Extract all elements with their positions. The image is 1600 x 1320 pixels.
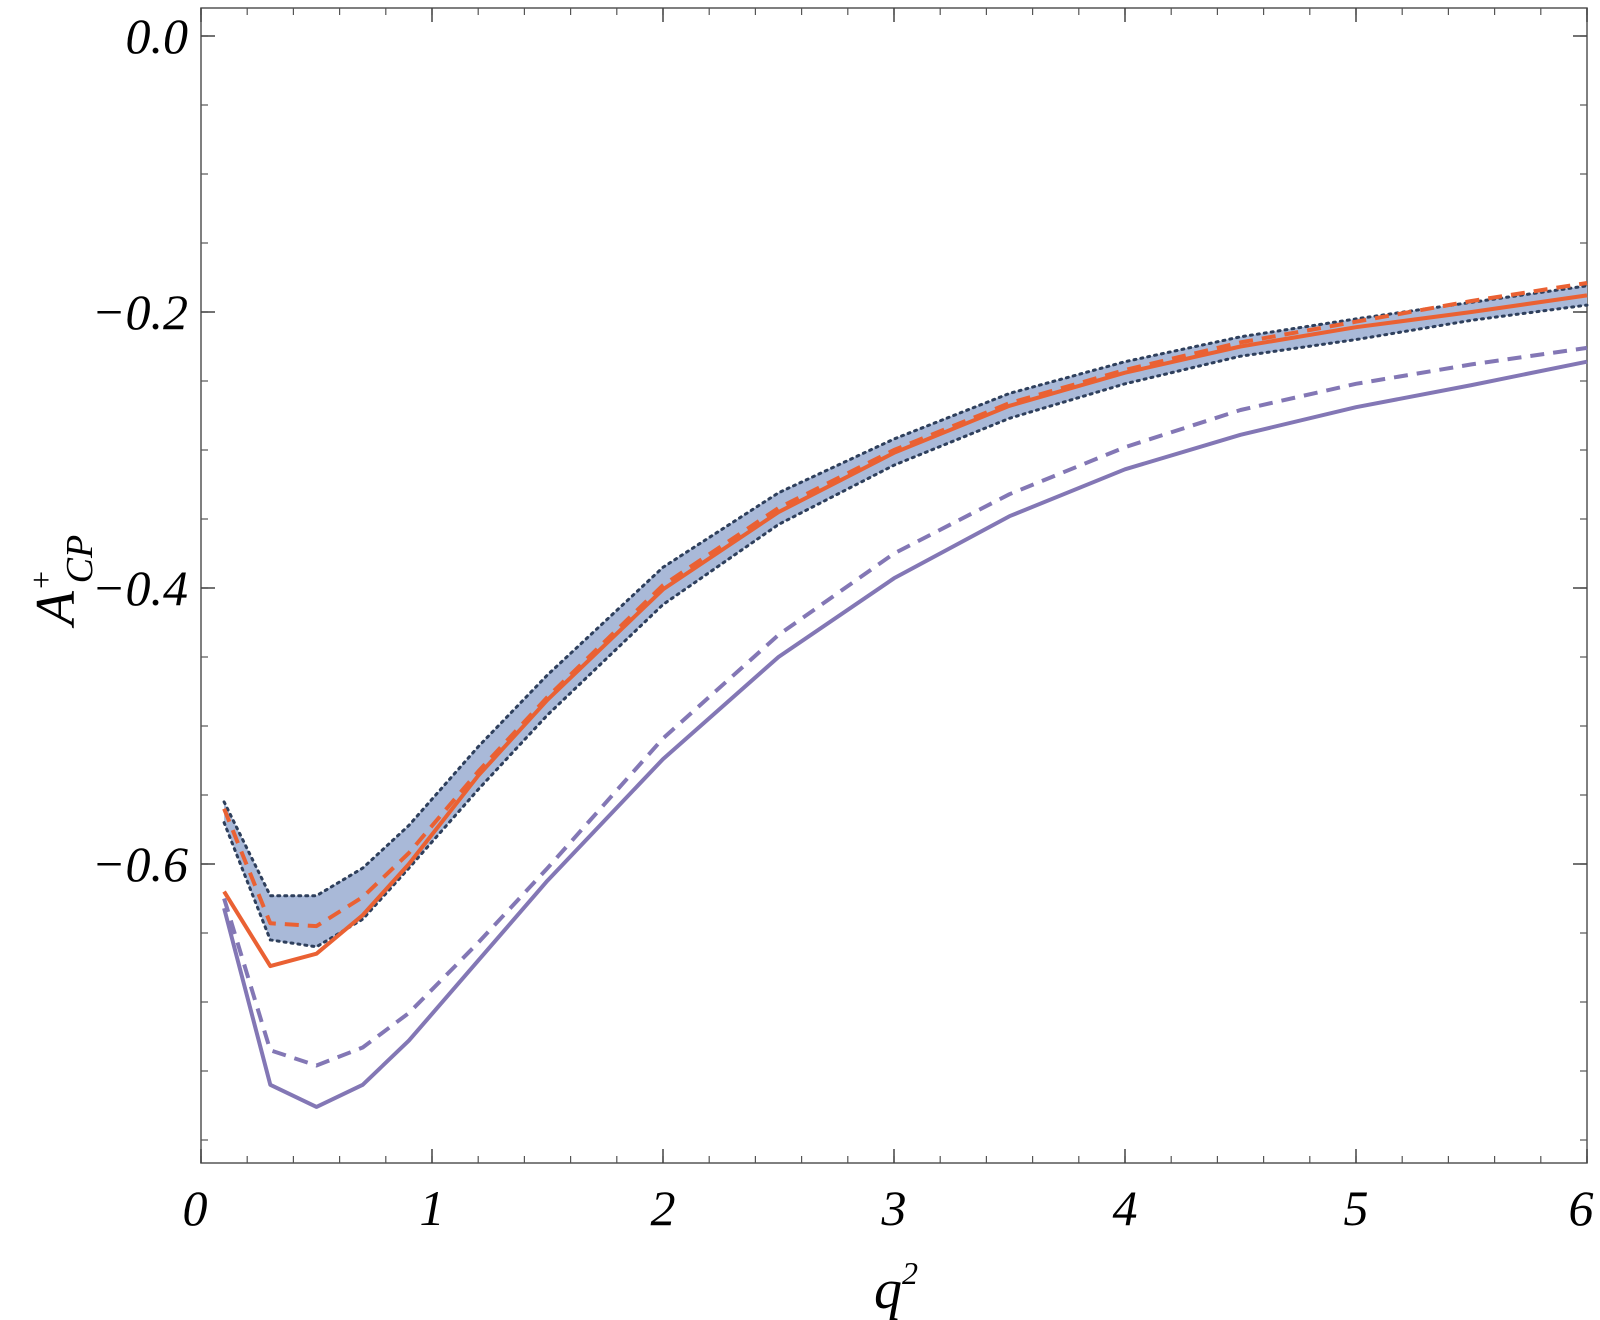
x-tick-label: 2: [651, 1180, 676, 1236]
band-upper-edge: [222, 284, 1589, 898]
x-axis-title: q2: [874, 1255, 918, 1320]
series-line-4: [222, 345, 1588, 1068]
x-tick-label: 6: [1569, 1180, 1594, 1236]
y-tick-label: −0.6: [92, 836, 188, 892]
y-axis-title: A+CP: [23, 535, 101, 629]
series-line-2: [222, 281, 1588, 929]
band-lower-edge: [222, 303, 1589, 949]
x-tick-label: 0: [183, 1180, 208, 1236]
series-line-1: [222, 293, 1588, 969]
y-tick-label: −0.4: [92, 560, 188, 616]
y-tick-labels: 0.0 −0.2 −0.4 −0.6: [92, 8, 188, 892]
plot-frame: [200, 7, 1588, 1164]
y-tick-label: −0.2: [92, 284, 188, 340]
series-line-3: [222, 359, 1588, 1109]
band-fill: [224, 285, 1588, 947]
x-tick-label: 3: [881, 1180, 907, 1236]
x-tick-label: 5: [1344, 1180, 1369, 1236]
major-ticks: [200, 8, 1588, 1163]
y-tick-label: 0.0: [126, 8, 189, 64]
x-tick-labels: 0 1 2 3 4 5 6: [183, 1180, 1594, 1236]
uncertainty-band: [222, 284, 1589, 949]
x-tick-label: 4: [1113, 1180, 1138, 1236]
series-lines: [222, 281, 1588, 1109]
x-tick-label: 1: [420, 1180, 445, 1236]
